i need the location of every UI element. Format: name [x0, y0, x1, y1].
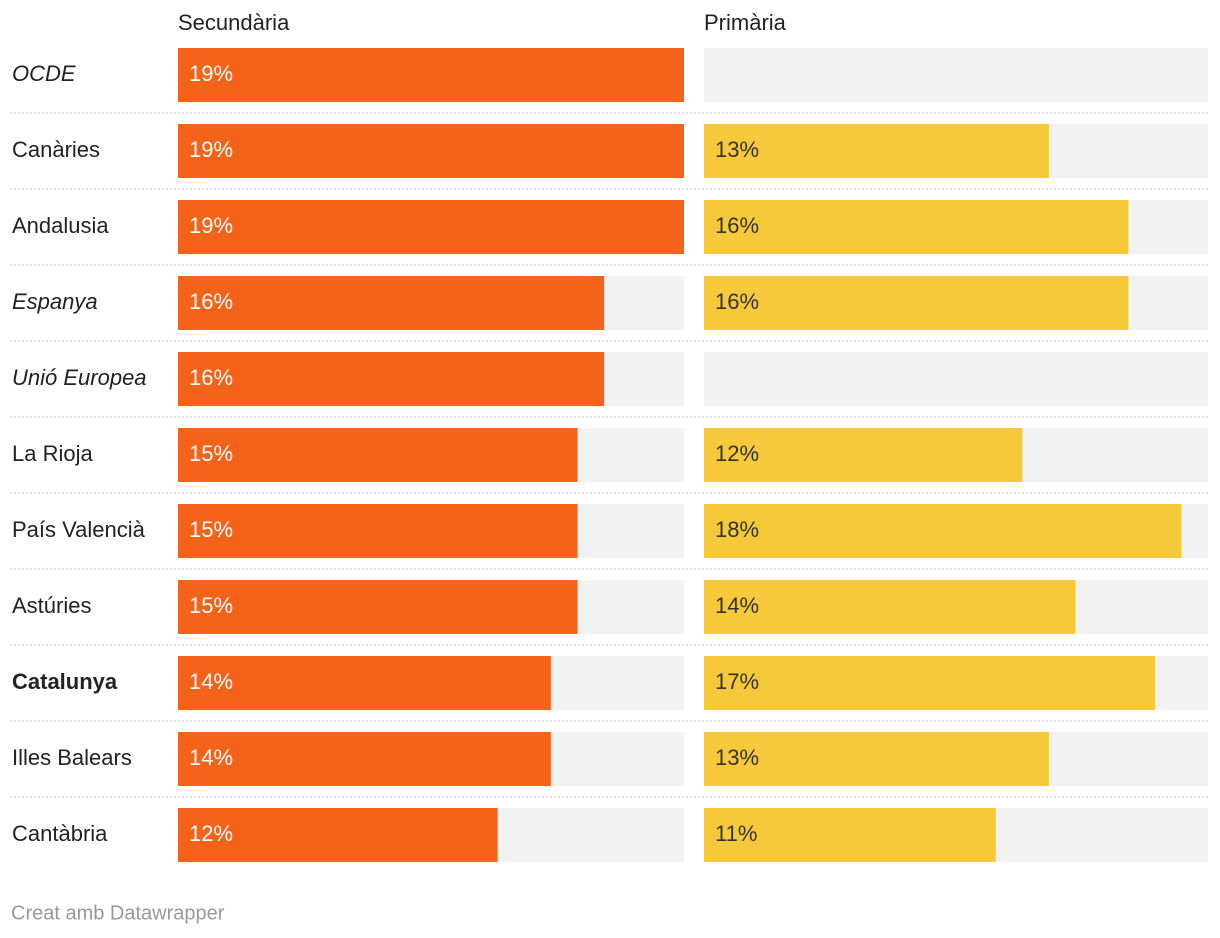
- value-label: 16%: [715, 289, 759, 314]
- bar: [178, 580, 578, 634]
- bar: [178, 808, 498, 862]
- value-label: 14%: [715, 593, 759, 618]
- category-label: Illes Balears: [12, 745, 132, 770]
- bar: [178, 200, 684, 254]
- bar: [704, 808, 996, 862]
- value-label: 13%: [715, 745, 759, 770]
- value-label: 16%: [189, 365, 233, 390]
- bar: [178, 504, 578, 558]
- bar-background: [704, 48, 1208, 102]
- value-label: 18%: [715, 517, 759, 542]
- bar: [704, 428, 1023, 482]
- value-label: 12%: [715, 441, 759, 466]
- bar: [178, 352, 605, 406]
- footer: Creat amb Datawrapper: [11, 902, 225, 924]
- bar-background: [704, 352, 1208, 406]
- bar: [178, 48, 684, 102]
- value-label: 19%: [189, 61, 233, 86]
- category-label: Catalunya: [12, 669, 118, 694]
- bar: [704, 200, 1129, 254]
- category-label: Cantàbria: [12, 821, 108, 846]
- value-label: 15%: [189, 517, 233, 542]
- bar: [178, 656, 551, 710]
- bar: [178, 276, 605, 330]
- bar: [704, 656, 1155, 710]
- column-header: Secundària: [178, 10, 290, 35]
- value-label: 16%: [189, 289, 233, 314]
- category-label: Unió Europea: [12, 365, 147, 390]
- category-label: Espanya: [12, 289, 98, 314]
- bar: [178, 124, 684, 178]
- value-label: 16%: [715, 213, 759, 238]
- bar: [704, 580, 1076, 634]
- category-label: Astúries: [12, 593, 91, 618]
- bar: [178, 428, 578, 482]
- category-label: La Rioja: [12, 441, 93, 466]
- bar: [704, 124, 1049, 178]
- value-label: 14%: [189, 745, 233, 770]
- value-label: 12%: [189, 821, 233, 846]
- value-label: 15%: [189, 593, 233, 618]
- category-label: Andalusia: [12, 213, 109, 238]
- category-label: OCDE: [12, 61, 76, 86]
- bar: [704, 732, 1049, 786]
- category-label: País Valencià: [12, 517, 146, 542]
- column-header: Primària: [704, 10, 787, 35]
- value-label: 11%: [715, 821, 757, 846]
- category-label: Canàries: [12, 137, 100, 162]
- value-label: 19%: [189, 137, 233, 162]
- bar: [704, 276, 1129, 330]
- bar: [178, 732, 551, 786]
- value-label: 14%: [189, 669, 233, 694]
- value-label: 15%: [189, 441, 233, 466]
- value-label: 13%: [715, 137, 759, 162]
- value-label: 17%: [715, 669, 759, 694]
- bar: [704, 504, 1182, 558]
- value-label: 19%: [189, 213, 233, 238]
